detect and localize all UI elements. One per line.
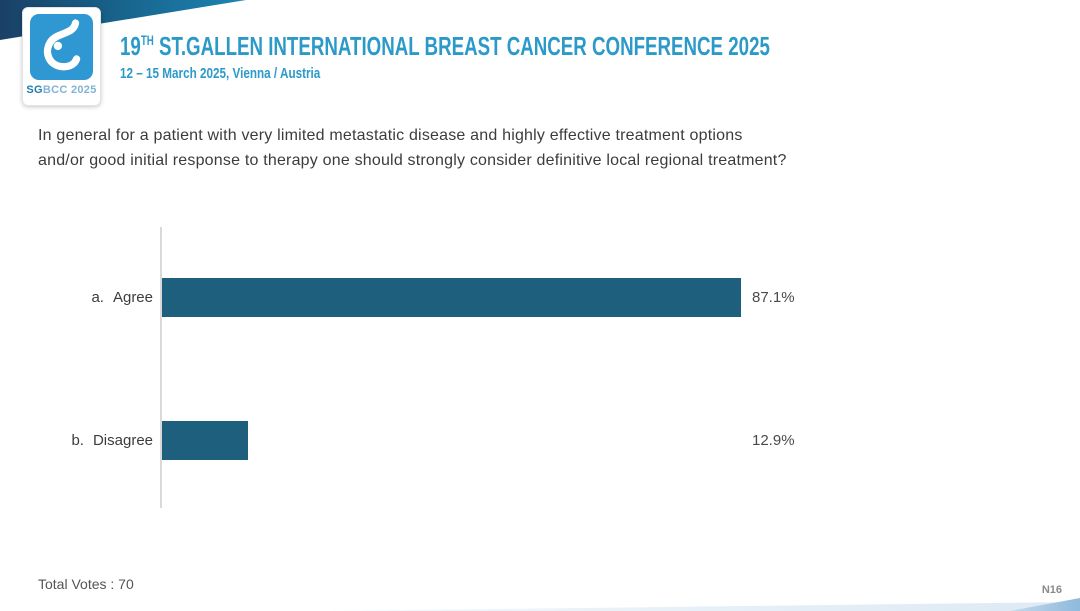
bottom-diagonal-band <box>330 602 1080 611</box>
poll-question-line1: In general for a patient with very limit… <box>38 127 743 144</box>
category-text: Agree <box>112 289 153 306</box>
header: 19TH ST.GALLEN INTERNATIONAL BREAST CANC… <box>120 31 1023 82</box>
category-text: Disagree <box>92 432 153 449</box>
agree-bar <box>162 278 741 317</box>
category-prefix: a. <box>91 289 104 306</box>
poll-question: In general for a patient with very limit… <box>38 123 787 173</box>
title-text: ST.GALLEN INTERNATIONAL BREAST CANCER CO… <box>153 31 770 61</box>
conference-dates: 12 – 15 March 2025, Vienna / Austria <box>120 65 321 82</box>
slide-number: N16 <box>1041 584 1062 596</box>
category-prefix: b. <box>71 432 84 449</box>
agree-value-label: 87.1% <box>752 289 795 306</box>
category-label-disagree: b. Disagree <box>0 421 153 460</box>
logo-caption-bold: SG <box>26 84 43 96</box>
category-label-agree: a. Agree <box>0 278 153 317</box>
sgbcc-breast-icon <box>30 14 93 80</box>
total-votes: Total Votes : 70 <box>38 576 134 592</box>
conference-title: 19TH ST.GALLEN INTERNATIONAL BREAST CANC… <box>120 31 770 62</box>
disagree-value-label: 12.9% <box>752 432 795 449</box>
logo-caption-rest: BCC 2025 <box>42 84 97 96</box>
title-number: 19 <box>120 31 141 61</box>
poll-question-line2: and/or good initial response to therapy … <box>38 152 787 169</box>
title-ordinal: TH <box>140 33 154 48</box>
logo-caption: SGBCC 2025 <box>26 84 96 96</box>
chart-axis-line <box>160 227 162 508</box>
disagree-bar <box>162 421 248 460</box>
conference-logo: SGBCC 2025 <box>22 7 101 106</box>
